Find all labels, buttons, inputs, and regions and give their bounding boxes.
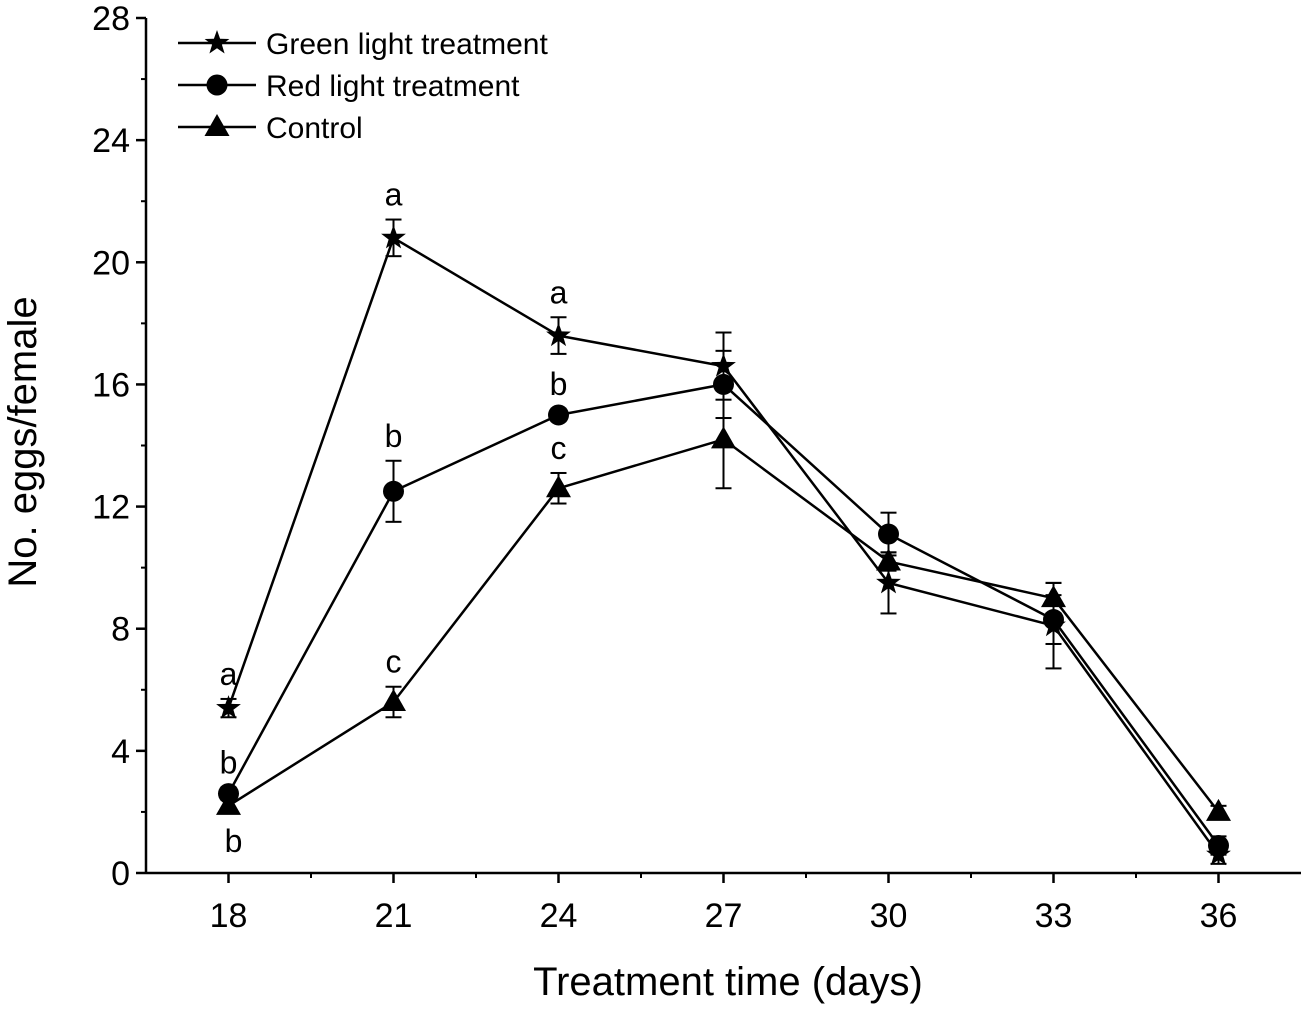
data-point-control: [216, 792, 241, 815]
x-tick-label: 18: [210, 897, 248, 935]
significance-letter: c: [386, 644, 402, 680]
data-point-green-light-treatment: [381, 224, 406, 249]
x-tick-label: 36: [1200, 897, 1238, 935]
y-tick-label: 16: [92, 366, 130, 404]
legend: Green light treatment Red light treatment…: [178, 28, 548, 145]
data-point-green-light-treatment: [876, 569, 901, 594]
data-point-control: [1206, 798, 1231, 821]
significance-letter: b: [385, 418, 403, 454]
data-point-red-light-treatment: [878, 523, 899, 545]
data-point-red-light-treatment: [548, 404, 569, 426]
data-point-control: [381, 689, 406, 711]
significance-letter: a: [220, 656, 238, 692]
error-bars: [220, 218, 1227, 865]
data-point-green-light-treatment: [711, 353, 736, 377]
y-tick-label: 28: [92, 0, 130, 38]
series-line-green-light-treatment: [227, 236, 1220, 856]
significance-letter: c: [551, 430, 567, 466]
significance-letter: a: [385, 177, 403, 213]
significance-letter: b: [550, 366, 568, 402]
y-tick-label: 20: [92, 244, 130, 282]
data-point-control: [876, 548, 901, 571]
data-point-red-light-treatment: [1043, 609, 1064, 631]
y-tick-label: 8: [111, 611, 130, 649]
series-lines: [227, 236, 1220, 856]
data-point-control: [546, 475, 571, 498]
y-axis-ticks: 0 4 8 12 16 20 24 28: [92, 0, 146, 893]
x-axis-title: Treatment time (days): [533, 960, 923, 1004]
x-tick-label: 24: [540, 897, 578, 935]
significance-letter: b: [220, 745, 238, 781]
legend-marker: [204, 30, 230, 54]
data-point-green-light-treatment: [546, 322, 571, 347]
legend-label: Green light treatment: [266, 28, 548, 61]
y-tick-label: 0: [111, 855, 130, 893]
significance-letter: a: [550, 274, 568, 310]
series-markers: [216, 224, 1231, 866]
x-tick-label: 21: [375, 897, 413, 935]
legend-marker: [206, 74, 228, 96]
data-point-green-light-treatment: [216, 695, 241, 719]
x-axis-ticks: 18 21 24 27 30 33 36: [210, 873, 1238, 935]
y-axis-title: No. eggs/female: [1, 296, 45, 587]
legend-label: Control: [266, 112, 363, 145]
y-tick-label: 24: [92, 122, 130, 160]
data-point-red-light-treatment: [1208, 835, 1229, 857]
data-point-control: [711, 426, 736, 449]
legend-label: Red light treatment: [266, 70, 520, 103]
x-tick-label: 30: [870, 897, 908, 935]
y-tick-label: 12: [92, 489, 130, 527]
data-point-control: [1041, 585, 1066, 608]
data-point-red-light-treatment: [383, 480, 404, 502]
data-point-red-light-treatment: [713, 373, 734, 395]
x-tick-label: 27: [705, 897, 743, 935]
y-tick-label: 4: [111, 733, 130, 771]
significance-letter: b: [225, 823, 243, 859]
series-line-control: [227, 438, 1220, 813]
legend-marker: [204, 114, 230, 136]
x-tick-label: 33: [1035, 897, 1073, 935]
